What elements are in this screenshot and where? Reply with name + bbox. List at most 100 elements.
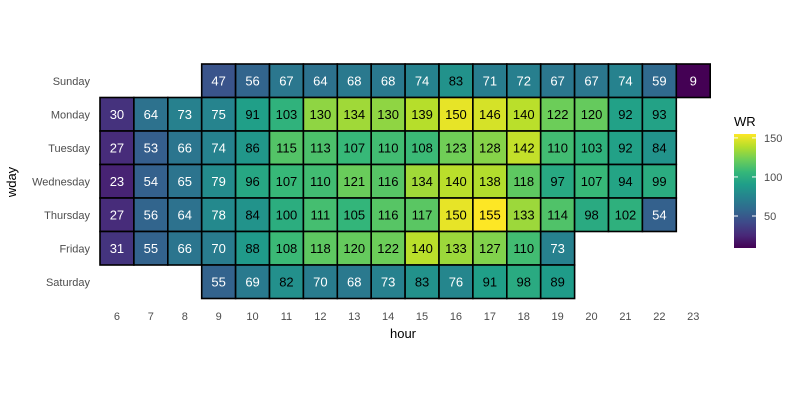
cell-value-label: 68	[381, 73, 395, 88]
x-tick-label: 18	[518, 311, 530, 323]
cell-value-label: 74	[618, 73, 632, 88]
heatmap-cell	[641, 163, 678, 199]
cell-value-label: 71	[483, 73, 497, 88]
cell-value-label: 69	[245, 274, 259, 289]
heatmap-cell	[404, 163, 440, 199]
heatmap-cell	[268, 197, 305, 233]
cell-value-label: 115	[276, 140, 297, 155]
heatmap-cell	[200, 96, 237, 132]
cell-value-label: 30	[110, 107, 124, 122]
cell-value-label: 139	[411, 107, 433, 122]
heatmap-cell	[99, 197, 135, 233]
heatmap-cell	[336, 96, 372, 132]
cell-value-label: 107	[276, 174, 298, 189]
cell-value-label: 83	[449, 73, 463, 88]
cell-value-label: 122	[547, 107, 569, 122]
cell-value-label: 68	[347, 274, 361, 289]
heatmap-cell	[539, 264, 576, 300]
cell-value-label: 89	[550, 274, 564, 289]
heatmap-cell	[268, 163, 305, 199]
cell-value-label: 86	[245, 140, 259, 155]
cell-value-label: 150	[445, 107, 467, 122]
x-tick-label: 6	[114, 311, 120, 323]
y-tick-label: Friday	[59, 243, 90, 255]
x-tick-label: 21	[619, 311, 631, 323]
cell-value-label: 108	[276, 241, 298, 256]
heatmap-cell	[167, 197, 203, 233]
cell-value-label: 23	[110, 174, 124, 189]
heatmap-cell	[370, 264, 406, 300]
cell-value-label: 113	[310, 140, 331, 155]
y-tick-label: Wednesday	[32, 176, 90, 188]
cell-value-label: 76	[449, 274, 463, 289]
heatmap-cell	[539, 230, 576, 266]
heatmap-cell	[99, 96, 135, 132]
cell-value-label: 70	[313, 274, 327, 289]
heatmap-cell	[99, 163, 135, 199]
cell-value-label: 114	[547, 207, 568, 222]
cell-value-label: 120	[581, 107, 603, 122]
y-tick-label: Thursday	[44, 210, 90, 222]
heatmap-cell	[404, 264, 440, 300]
cell-value-label: 74	[211, 140, 225, 155]
heatmap-cell	[234, 130, 271, 166]
heatmap-cell	[133, 230, 169, 266]
cell-value-label: 123	[445, 140, 467, 155]
heatmap-cell	[167, 230, 203, 266]
cell-value-label: 146	[479, 107, 501, 122]
cell-value-label: 84	[245, 207, 259, 222]
cell-value-label: 127	[479, 241, 501, 256]
legend-ticks: 50 100 150	[734, 133, 782, 223]
cell-value-label: 72	[517, 73, 531, 88]
cell-value-label: 66	[178, 140, 192, 155]
y-tick-label: Monday	[51, 109, 91, 121]
x-tick-label: 16	[450, 311, 462, 323]
cell-value-label: 128	[479, 140, 501, 155]
cell-value-label: 67	[584, 73, 598, 88]
cell-value-label: 111	[310, 207, 330, 222]
legend-tick-label: 50	[764, 211, 776, 223]
heatmap-cell	[505, 197, 542, 233]
cell-value-label: 92	[618, 107, 632, 122]
cell-value-label: 66	[178, 241, 192, 256]
heatmap-cell	[438, 63, 474, 99]
y-tick-label: Tuesday	[48, 143, 90, 155]
cell-value-label: 94	[618, 174, 632, 189]
x-tick-label: 14	[382, 311, 394, 323]
heatmap-cell	[234, 163, 271, 199]
x-tick-label: 12	[314, 311, 326, 323]
y-tick-label: Saturday	[46, 277, 91, 289]
cell-value-label: 108	[411, 140, 433, 155]
cell-value-label: 75	[211, 107, 225, 122]
heatmap-cell	[200, 264, 237, 300]
cell-value-label: 65	[178, 174, 192, 189]
cell-value-label: 78	[211, 207, 225, 222]
heatmap-cell	[438, 264, 474, 300]
cell-value-label: 68	[347, 73, 361, 88]
cell-value-label: 100	[276, 207, 298, 222]
heatmap-cell	[505, 230, 542, 266]
legend-tick-label: 100	[764, 172, 782, 184]
cell-value-label: 9	[690, 73, 697, 88]
cell-value-label: 116	[378, 174, 399, 189]
heatmap-cell	[133, 197, 169, 233]
cell-value-label: 103	[276, 107, 298, 122]
cell-value-label: 107	[581, 174, 603, 189]
x-tick-label: 8	[182, 311, 188, 323]
heatmap-cell	[607, 197, 644, 233]
y-tick-label: Sunday	[53, 76, 91, 88]
cell-value-label: 150	[445, 207, 467, 222]
x-tick-label: 22	[653, 311, 665, 323]
cell-value-label: 98	[517, 274, 531, 289]
cell-value-label: 133	[445, 241, 467, 256]
cell-value-label: 92	[618, 140, 632, 155]
cell-value-label: 99	[652, 174, 666, 189]
heatmap-cell	[133, 163, 169, 199]
heatmap-cell	[573, 163, 610, 199]
cell-value-label: 54	[144, 174, 158, 189]
cell-value-label: 91	[245, 107, 259, 122]
cell-value-label: 56	[144, 207, 158, 222]
cell-value-label: 59	[652, 73, 666, 88]
heatmap-cell	[539, 96, 576, 132]
cell-value-label: 140	[411, 241, 433, 256]
